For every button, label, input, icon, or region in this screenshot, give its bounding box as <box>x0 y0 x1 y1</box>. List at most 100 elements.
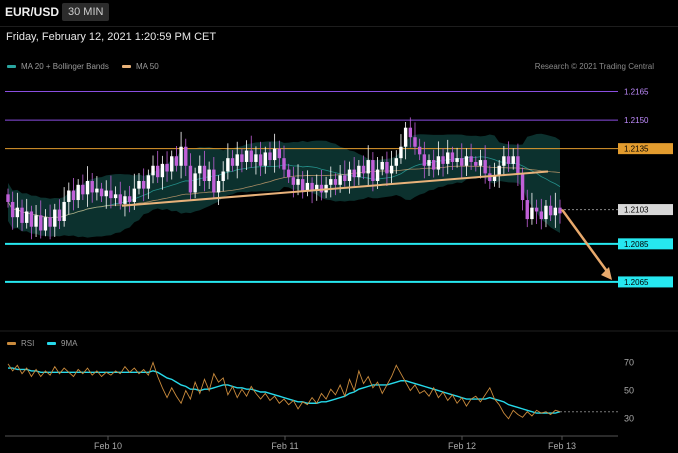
candle-body <box>450 152 455 162</box>
rsi-tick-70: 70 <box>624 357 634 367</box>
chart-header: EUR/USD 30 MIN <box>0 0 678 27</box>
ma50-swatch <box>122 65 131 68</box>
candle-body <box>492 175 497 182</box>
level-box-1.2150 <box>618 114 673 126</box>
candle-body <box>137 181 141 189</box>
candle-body <box>286 169 291 178</box>
candle-body <box>160 163 165 178</box>
symbol-label: EUR/USD <box>5 5 60 19</box>
candle-body <box>315 184 319 191</box>
candle-body <box>249 150 253 162</box>
candle-body <box>530 207 534 220</box>
candle-body <box>553 207 558 216</box>
candle-body <box>95 188 99 193</box>
rsi-tick-50: 50 <box>624 386 634 396</box>
level-label-1.2103: 1.2103 <box>624 206 649 215</box>
candle-body <box>39 215 43 231</box>
legend-9ma: 9MA <box>47 339 77 348</box>
ma9-label: 9MA <box>61 339 78 348</box>
candle-body <box>71 190 76 201</box>
candle-body <box>198 165 202 174</box>
level-label-1.2065: 1.2065 <box>624 278 649 287</box>
candle-body <box>254 154 258 162</box>
candle-body <box>380 161 384 170</box>
candle-body <box>179 146 183 166</box>
candle-body <box>90 181 94 193</box>
time-tick-feb-11: Feb 11 <box>271 441 298 451</box>
research-credit: Research © 2021 Trading Central <box>534 62 654 71</box>
candle-body <box>109 190 113 199</box>
candle-body <box>155 165 160 178</box>
candle-body <box>34 215 38 227</box>
candle-body <box>329 179 333 185</box>
candle-body <box>127 196 132 202</box>
candle-body <box>165 163 169 172</box>
candle-body <box>403 127 408 147</box>
projection-arrow-head <box>601 267 612 281</box>
legend-ma50: MA 50 <box>122 62 159 71</box>
candle-body <box>352 169 356 178</box>
time-axis: Feb 10 Feb 11 Feb 12 Feb 13 <box>5 435 618 451</box>
time-tick-feb-12: Feb 12 <box>448 441 476 451</box>
candle-body <box>488 173 492 182</box>
candle-body <box>441 156 445 164</box>
candle-body <box>310 182 314 191</box>
candle-body <box>113 194 118 199</box>
level-box-1.2165 <box>618 86 673 98</box>
candle-body <box>170 156 174 172</box>
time-tick-feb-10: Feb 10 <box>94 441 122 451</box>
level-label-1.2150: 1.2150 <box>624 116 649 125</box>
ma9-swatch <box>47 342 56 345</box>
candle-body <box>268 152 272 161</box>
candle-body <box>548 205 553 216</box>
candle-body <box>413 137 417 147</box>
candle-body <box>146 175 151 189</box>
legend-rsi: RSI <box>7 339 34 348</box>
candle-body <box>478 160 483 166</box>
candle-body <box>212 169 216 193</box>
candle-body <box>305 182 310 191</box>
candle-body <box>15 207 20 218</box>
candle-body <box>474 161 478 166</box>
candle-body <box>99 188 104 197</box>
candle-body <box>558 207 562 214</box>
level-box-1.2065 <box>618 276 673 288</box>
legend-ma20: MA 20 + Bollinger Bands <box>7 62 109 71</box>
candle-body <box>469 156 473 162</box>
candle-body <box>188 165 193 193</box>
candle-body <box>76 184 80 201</box>
candle-body <box>184 146 188 166</box>
candle-body <box>338 175 342 185</box>
candle-body <box>502 156 506 166</box>
candle-body <box>272 148 277 161</box>
level-label-1.2135: 1.2135 <box>624 145 649 154</box>
timestamp: Friday, February 12, 2021 1:20:59 PM CET <box>6 31 217 43</box>
candle-body <box>460 158 464 166</box>
candle-body <box>226 158 230 172</box>
candle-body <box>151 165 155 176</box>
candle-body <box>408 127 413 138</box>
projection-arrow-shaft <box>560 208 611 275</box>
candle-body <box>207 169 211 182</box>
candlesticks <box>6 117 562 240</box>
candle-body <box>520 173 525 201</box>
candle-body <box>6 194 10 202</box>
candle-body <box>193 173 197 193</box>
level-box-1.2135 <box>618 143 673 155</box>
candle-body <box>361 165 366 174</box>
rsi-swatch <box>7 342 16 345</box>
candle-body <box>539 211 543 220</box>
candle-body <box>431 160 436 170</box>
candle-body <box>57 209 62 221</box>
candle-body <box>244 150 249 162</box>
candle-body <box>544 205 548 220</box>
support-trendline <box>121 170 549 207</box>
candle-body <box>516 156 520 174</box>
candle-body <box>343 175 347 182</box>
candle-body <box>366 160 370 174</box>
level-box-1.2103 <box>618 204 673 216</box>
candle-body <box>375 169 380 182</box>
level-box-1.2085 <box>618 238 673 250</box>
timeframe-button[interactable]: 30 MIN <box>62 3 110 21</box>
